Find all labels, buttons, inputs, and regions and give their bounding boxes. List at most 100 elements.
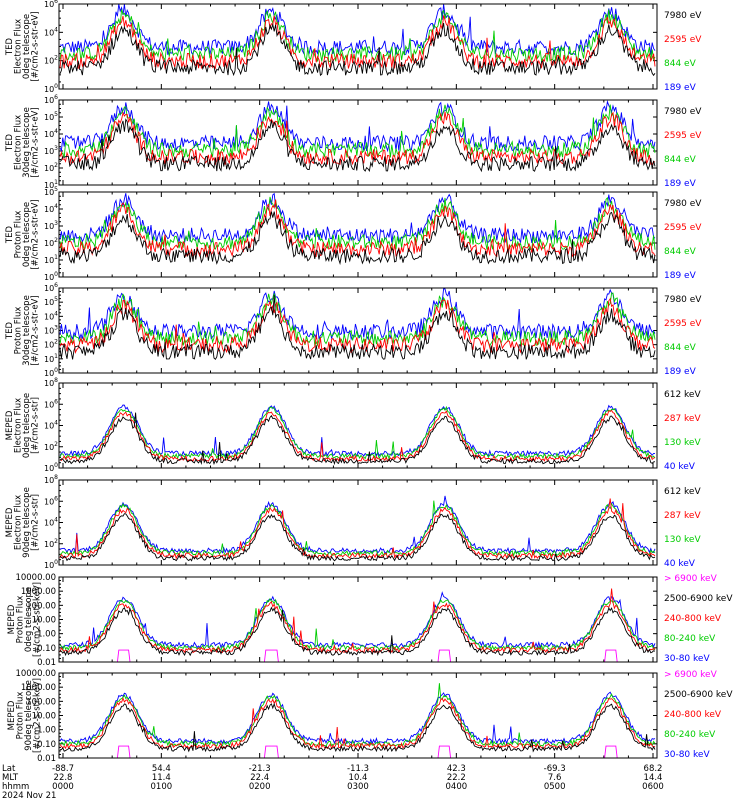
ytick-label: 102 bbox=[44, 339, 58, 350]
series-trace-30-80-kev bbox=[59, 591, 656, 650]
ytick-label: 1000.00 bbox=[21, 683, 56, 693]
xtick-label-mlt: 10.4 bbox=[349, 773, 368, 783]
panel-frame bbox=[58, 382, 658, 469]
ytick-label: 102 bbox=[44, 441, 58, 452]
ytick-label: 101 bbox=[44, 179, 58, 190]
ytick-label: 10.00 bbox=[32, 616, 56, 626]
legend-entry: 2500-6900 keV bbox=[664, 690, 733, 700]
xtick-label-hhmm: 0500 bbox=[544, 782, 566, 792]
ylabel-line: 0deg telescope bbox=[22, 14, 32, 79]
series-trace-844-ev bbox=[59, 292, 656, 347]
ylabel-line: [#/cm2-s-str-eV] bbox=[31, 199, 41, 269]
ylabel-line: TED bbox=[5, 321, 15, 340]
xtick-label-mlt: 22.8 bbox=[54, 773, 73, 783]
legend-entry: 2500-6900 keV bbox=[664, 594, 733, 604]
legend-entry: 7980 eV bbox=[664, 199, 702, 209]
legend-entry: 844 eV bbox=[664, 59, 697, 69]
ytick-label: 104 bbox=[44, 517, 58, 528]
date-label: 2024 Nov 21 bbox=[2, 791, 56, 800]
xtick-label-lat: 68.2 bbox=[644, 764, 663, 774]
ytick-label: 106 bbox=[44, 0, 58, 9]
ylabel-line: [#/cm2-s-str-eV] bbox=[31, 107, 41, 177]
ytick-label: 104 bbox=[44, 420, 58, 431]
ylabel-line: Proton Flux bbox=[14, 211, 24, 259]
ytick-label: 100 bbox=[44, 83, 58, 94]
ylabel-line: [#/cm2-s-str] bbox=[31, 494, 41, 551]
legend-entry: 30-80 keV bbox=[664, 750, 710, 760]
ytick-label: 100 bbox=[44, 559, 58, 570]
xtick-label-lat: 54.4 bbox=[152, 764, 171, 774]
panel-meped-proton-90deg: 0.01 0.10 1.00 10.00 100.00 1000.00 10000.00 ME… bbox=[7, 669, 733, 764]
ytick-label: 106 bbox=[44, 94, 58, 105]
legend-entry: 7980 eV bbox=[664, 11, 702, 21]
ytick-label: 100 bbox=[44, 462, 58, 473]
ylabel-line: MEPED bbox=[7, 604, 17, 634]
series-trace-7980-ev bbox=[59, 118, 656, 173]
series-trace-2500-6900-kev bbox=[59, 606, 656, 657]
ytick-label: 103 bbox=[44, 325, 58, 336]
ylabel-line: MEPED bbox=[5, 507, 15, 537]
ytick-label: 106 bbox=[44, 398, 58, 409]
legend-entry: > 6900 keV bbox=[664, 670, 718, 680]
legend-entry: 240-800 keV bbox=[664, 614, 722, 624]
ytick-label: 101 bbox=[44, 254, 58, 265]
xtick-label-hhmm: 0000 bbox=[52, 782, 74, 792]
ytick-label: 0.01 bbox=[37, 658, 56, 668]
ytick-label: 100.00 bbox=[26, 601, 56, 611]
ytick-label: 1.00 bbox=[37, 630, 56, 640]
xtick-label-hhmm: 0300 bbox=[347, 782, 369, 792]
ylabel-line: Electron Flux bbox=[14, 115, 24, 170]
ytick-label: 105 bbox=[44, 186, 58, 197]
series-trace-7980-ev bbox=[59, 211, 656, 266]
series-trace-2595-ev bbox=[59, 199, 656, 259]
series-trace-130-kev bbox=[59, 405, 656, 460]
series-trace-30-80-kev bbox=[59, 691, 656, 745]
series-trace-844-ev bbox=[59, 9, 656, 64]
panel-frame bbox=[58, 3, 658, 90]
ytick-label: 106 bbox=[44, 495, 58, 506]
series-trace-189-ev bbox=[59, 100, 656, 153]
xtick-label-hhmm: 0400 bbox=[446, 782, 468, 792]
ytick-label: 0.10 bbox=[37, 740, 56, 750]
legend-entry: 240-800 keV bbox=[664, 710, 722, 720]
ytick-label: 101 bbox=[44, 353, 58, 364]
panel-frame bbox=[58, 576, 658, 663]
series-trace-612-kev bbox=[59, 513, 656, 562]
panel-frame bbox=[58, 287, 658, 374]
series-trace-130-kev bbox=[59, 500, 656, 558]
legend-entry: 7980 eV bbox=[664, 107, 702, 117]
xaxis-row-label: MLT bbox=[2, 773, 19, 783]
series-trace-844-ev bbox=[59, 104, 656, 159]
ylabel-line: 30deg telescope bbox=[22, 107, 32, 178]
series-trace-2595-ev bbox=[59, 297, 656, 354]
series-trace-80-240-kev bbox=[59, 683, 656, 747]
legend-entry: 844 eV bbox=[664, 343, 697, 353]
ytick-label: 102 bbox=[44, 55, 58, 66]
ylabel-line: TED bbox=[5, 133, 15, 152]
legend-entry: 80-240 keV bbox=[664, 634, 716, 644]
legend-entry: 2595 eV bbox=[664, 319, 702, 329]
ylabel-line: 30deg telescope bbox=[22, 295, 32, 366]
ytick-label: 105 bbox=[44, 296, 58, 307]
series-trace-7980-ev bbox=[59, 22, 656, 77]
ylabel-line: [#/cm2-s-str-eV] bbox=[31, 295, 41, 365]
xtick-label-mlt: 22.4 bbox=[250, 773, 269, 783]
xtick-label-mlt: 22.2 bbox=[447, 773, 466, 783]
ylabel-line: TED bbox=[5, 225, 15, 244]
legend-entry: 287 keV bbox=[664, 511, 701, 521]
xtick-label-mlt: 11.4 bbox=[152, 773, 171, 783]
series-trace-80-240-kev bbox=[59, 597, 656, 652]
ytick-label: 10000.00 bbox=[15, 669, 56, 679]
legend-entry: 189 eV bbox=[664, 179, 697, 189]
panel-frame bbox=[58, 191, 658, 278]
ytick-label: 105 bbox=[44, 111, 58, 122]
legend-entry: 189 eV bbox=[664, 367, 697, 377]
legend-entry: > 6900 keV bbox=[664, 574, 718, 584]
ytick-label: 102 bbox=[44, 237, 58, 248]
series-trace-2595-ev bbox=[59, 15, 656, 70]
xaxis-row-label: hhmm bbox=[2, 782, 29, 792]
xtick-label-lat: -69.3 bbox=[544, 764, 566, 774]
xtick-label-lat: -11.3 bbox=[347, 764, 369, 774]
